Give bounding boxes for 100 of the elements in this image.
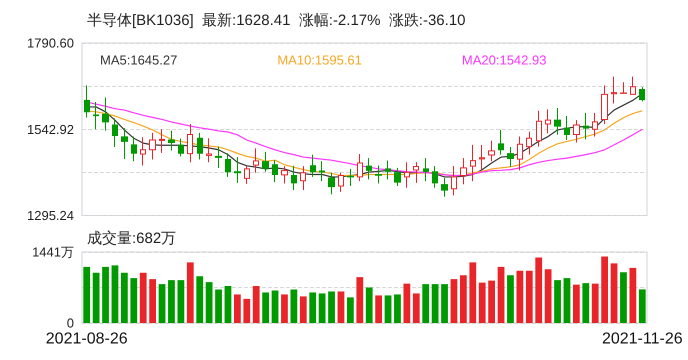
bar [262,292,270,323]
bar [186,262,194,323]
candlestick [460,158,467,185]
candlestick [536,110,542,148]
candlestick [564,115,570,141]
bar [638,289,646,323]
candlestick [140,136,146,166]
bar [318,293,326,323]
candlestick [149,132,156,160]
bar [112,265,118,323]
bar [102,266,109,323]
bar [422,284,430,323]
candlestick [441,177,448,198]
candlestick [488,140,495,162]
bar [92,272,100,323]
bar [516,270,524,323]
bar [572,284,580,323]
candlestick [131,136,137,162]
candlestick [310,154,316,178]
candlestick [291,165,297,191]
candlestick [357,153,363,182]
candlestick [394,167,401,186]
bar [356,277,364,323]
bar [224,286,232,323]
bar [168,280,175,323]
candlestick [215,146,222,168]
bar [620,272,627,323]
candlestick [347,168,354,186]
bar [158,284,166,323]
bar [488,280,496,323]
candlestick [93,102,99,130]
bar [83,266,90,323]
bar [412,293,420,323]
candlestick [432,166,438,188]
bar [309,292,316,323]
bar [177,280,184,323]
chart-title: 成交量:682万 [87,230,176,247]
candlestick [375,164,382,184]
bar [441,284,448,323]
candlestick [479,144,485,170]
candlestick [272,160,278,183]
bar [290,289,298,323]
text: MA20:1542.93 [462,52,546,68]
candlestick [253,148,259,174]
bar [338,291,344,323]
candlestick [244,166,250,184]
bar [272,290,278,323]
bar [564,278,570,323]
bar [535,257,542,323]
text: MA10:1595.61 [277,52,362,68]
candlestick [592,112,598,138]
candlestick [451,166,457,196]
candlestick [630,76,636,95]
bar [120,272,128,323]
bar [601,256,608,323]
candlestick [601,84,608,124]
candlestick [300,166,306,191]
bar [450,279,458,323]
candlestick [102,97,109,132]
y-tick-label: 1790.60 [27,36,74,50]
y-tick-label: 0 [66,316,74,330]
candlestick [328,172,335,195]
candlestick [225,152,231,178]
candlestick [423,158,429,182]
bar [366,288,373,323]
candlestick [526,131,532,156]
candlestick [498,129,504,156]
candlestick [281,166,288,184]
candlestick [545,108,551,134]
candlestick [470,144,476,182]
bar [130,278,138,323]
x-tick-label: 2021-11-26 [602,330,683,348]
bar [526,270,533,323]
bar [234,294,241,323]
candlestick [507,146,514,168]
bar [610,263,618,323]
candlestick [620,82,627,94]
candlestick [573,120,580,143]
candlestick [517,136,523,171]
candlestick [583,112,589,140]
bar [206,282,213,323]
bar [403,284,410,323]
candlestick [187,124,193,163]
candlestick [639,86,645,102]
bar [498,266,504,323]
bar [243,298,250,323]
candlestick [554,107,561,136]
bar [460,275,467,323]
bar [149,279,156,323]
bar [582,283,590,323]
text: MA5:1645.27 [100,52,178,68]
bar [196,276,204,323]
bar [300,296,307,323]
bar [507,275,514,323]
candlestick [338,172,344,192]
candlestick [178,138,184,157]
bar [140,272,147,323]
bar [375,295,382,323]
bar [629,268,636,323]
bar [252,286,260,323]
